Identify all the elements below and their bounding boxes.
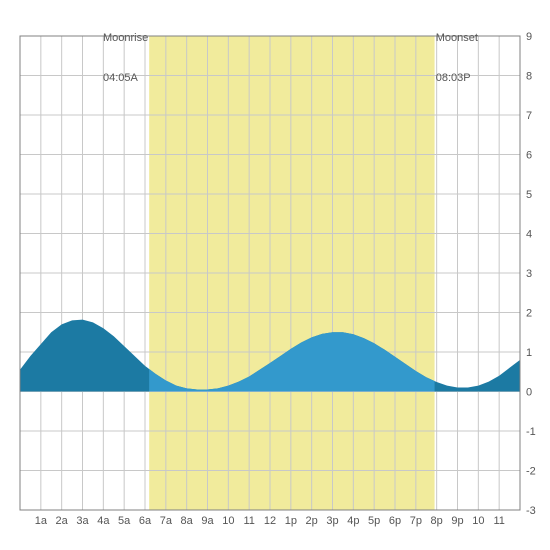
y-tick-label: -2	[526, 466, 536, 478]
x-tick-label: 4p	[347, 515, 359, 527]
y-tick-label: 9	[526, 31, 532, 43]
y-tick-label: 6	[526, 150, 532, 162]
annotation-moonset-title: Moonset	[436, 32, 478, 45]
x-tick-label: 2a	[56, 515, 69, 527]
x-tick-label: 7a	[160, 515, 173, 527]
y-tick-label: 2	[526, 308, 532, 320]
y-tick-label: 0	[526, 387, 532, 399]
x-tick-label: 9p	[451, 515, 463, 527]
tide-chart: 1a2a3a4a5a6a7a8a9a1011121p2p3p4p5p6p7p8p…	[0, 0, 550, 550]
x-tick-label: 7p	[410, 515, 422, 527]
x-tick-label: 1p	[285, 515, 297, 527]
x-tick-label: 12	[264, 515, 276, 527]
y-tick-label: 7	[526, 110, 532, 122]
x-tick-label: 10	[222, 515, 234, 527]
x-tick-label: 8a	[181, 515, 194, 527]
x-tick-label: 6p	[389, 515, 401, 527]
y-tick-label: 4	[526, 229, 532, 241]
y-tick-label: 3	[526, 268, 532, 280]
x-tick-label: 3a	[76, 515, 89, 527]
x-tick-label: 10	[472, 515, 484, 527]
x-tick-label: 1a	[35, 515, 48, 527]
x-tick-label: 11	[493, 515, 504, 527]
y-tick-label: 5	[526, 189, 532, 201]
x-tick-label: 4a	[97, 515, 110, 527]
y-tick-label: -1	[526, 426, 536, 438]
y-tick-label: -3	[526, 505, 536, 517]
x-tick-label: 8p	[431, 515, 443, 527]
annotation-moonset: Moonset 08:03P	[436, 6, 478, 112]
annotation-moonrise-title: Moonrise	[103, 32, 148, 45]
x-tick-label: 3p	[326, 515, 338, 527]
x-tick-label: 2p	[306, 515, 318, 527]
y-tick-label: 8	[526, 71, 532, 83]
x-tick-label: 6a	[139, 515, 152, 527]
y-tick-label: 1	[526, 347, 532, 359]
x-tick-label: 11	[243, 515, 254, 527]
annotation-moonrise-time: 04:05A	[103, 72, 148, 85]
x-tick-label: 5a	[118, 515, 131, 527]
x-tick-label: 5p	[368, 515, 380, 527]
x-tick-label: 9a	[201, 515, 214, 527]
annotation-moonset-time: 08:03P	[436, 72, 478, 85]
annotation-moonrise: Moonrise 04:05A	[103, 6, 148, 112]
